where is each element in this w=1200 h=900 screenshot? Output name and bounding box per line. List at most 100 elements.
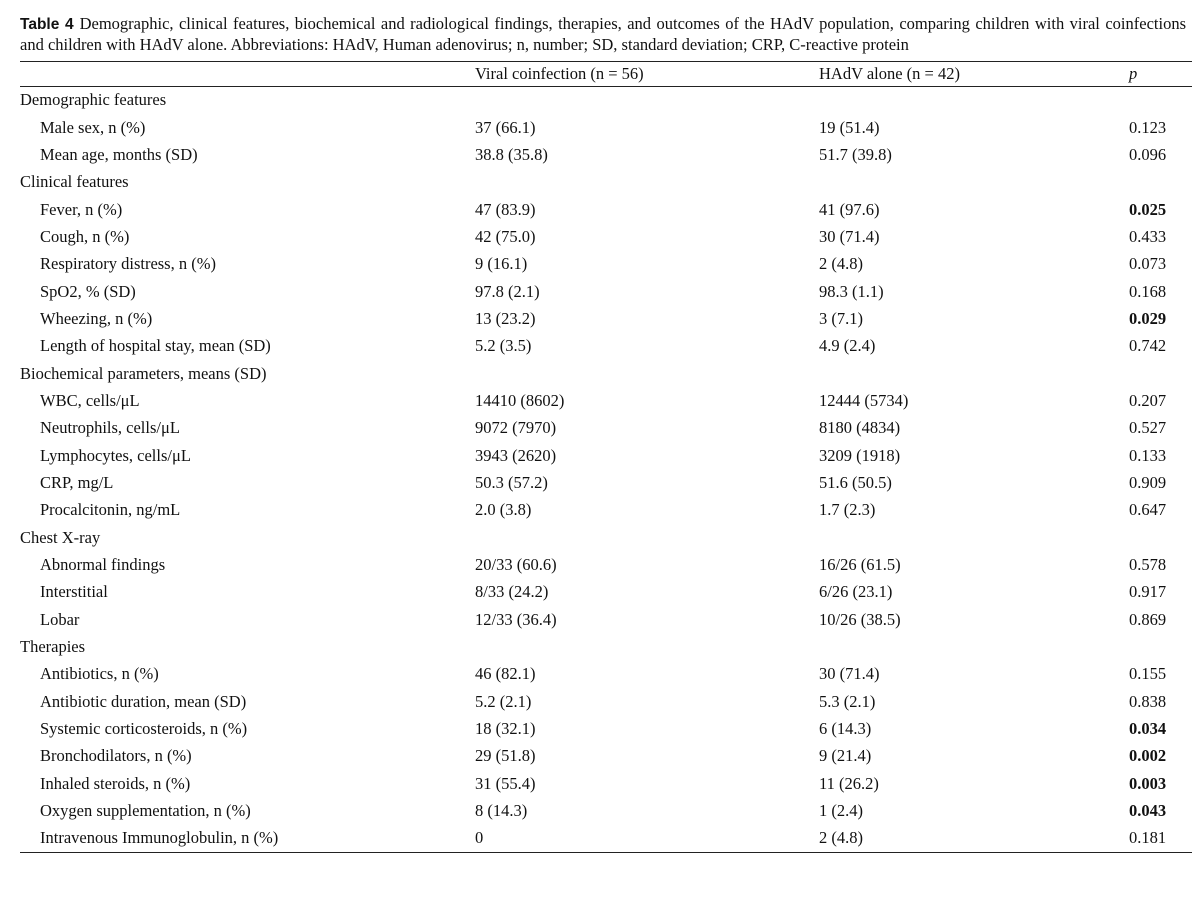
section-label: Demographic features [20,90,167,110]
viral-coinfection-cell: 2.0 (3.8) [475,500,532,520]
table-row: Inhaled steroids, n (%) 31 (55.4) 11 (26.2… [20,770,1192,797]
row-label-cell: CRP, mg/L [40,472,114,492]
table-row: WBC, cells/μL 14410 (8602) 12444 (5734) 0.2… [20,387,1192,414]
hadv-alone-cell: 6 (14.3) [819,719,872,739]
viral-coinfection-cell: 31 (55.4) [475,773,536,793]
hadv-alone-cell: 16/26 (61.5) [819,555,901,575]
viral-coinfection-cell: 42 (75.0) [475,226,536,246]
row-label-cell: Antibiotics, n (%) [40,664,159,684]
row-label-cell: Cough, n (%) [40,226,130,246]
hadv-alone-cell: 2 (4.8) [819,254,863,274]
table-row: Mean age, months (SD) 38.8 (35.8) 51.7 (39… [20,141,1192,168]
row-label-cell: Lobar [40,609,80,629]
p-value-cell: 0.096 [1129,144,1167,164]
table-row: Neutrophils, cells/μL 9072 (7970) 8180 (48… [20,415,1192,442]
hadv-alone-cell: 51.7 (39.8) [819,144,892,164]
table-row: Intravenous Immunoglobulin, n (%) 0 2 (4.8… [20,825,1192,853]
table-row: CRP, mg/L 50.3 (57.2) 51.6 (50.5) 0.909 [20,469,1192,496]
row-label-cell: Fever, n (%) [40,199,123,219]
hadv-alone-cell: 30 (71.4) [819,226,880,246]
table-caption: Table 4 Demographic, clinical features, b… [20,14,1190,55]
viral-coinfection-cell: 12/33 (36.4) [475,609,557,629]
hadv-alone-cell: 10/26 (38.5) [819,609,901,629]
table-row: Cough, n (%) 42 (75.0) 30 (71.4) 0.433 [20,223,1192,250]
viral-coinfection-cell: 8/33 (24.2) [475,582,549,602]
table-row: Procalcitonin, ng/mL 2.0 (3.8) 1.7 (2.3) 0.… [20,497,1192,524]
section-label: Clinical features [20,172,129,192]
hadv-alone-cell: 19 (51.4) [819,117,880,137]
hadv-alone-cell: 5.3 (2.1) [819,691,876,711]
table-row: Bronchodilators, n (%) 29 (51.8) 9 (21.4) 0… [20,743,1192,770]
table-row: Antibiotics, n (%) 46 (82.1) 30 (71.4) 0.15… [20,661,1192,688]
table-row: Lobar 12/33 (36.4) 10/26 (38.5) 0.869 [20,606,1192,633]
hadv-alone-cell: 30 (71.4) [819,664,880,684]
table-row: Length of hospital stay, mean (SD) 5.2 (3… [20,333,1192,360]
p-value-cell: 0.002 [1129,746,1167,766]
p-value-cell: 0.155 [1129,664,1167,684]
header-p-value: p [1129,64,1138,83]
p-value-cell: 0.073 [1129,254,1167,274]
row-label-cell: Wheezing, n (%) [40,308,153,328]
row-label-cell: Respiratory distress, n (%) [40,254,216,274]
viral-coinfection-cell: 0 [475,828,484,848]
header-viral-coinfection: Viral coinfection (n = 56) [475,64,644,83]
hadv-alone-cell: 12444 (5734) [819,390,909,410]
viral-coinfection-cell: 8 (14.3) [475,801,528,821]
table-row: Interstitial 8/33 (24.2) 6/26 (23.1) 0.917 [20,579,1192,606]
row-label-cell: Length of hospital stay, mean (SD) [40,336,271,356]
table-row: Antibiotic duration, mean (SD) 5.2 (2.1) 5… [20,688,1192,715]
hadv-alone-cell: 41 (97.6) [819,199,880,219]
p-value-cell: 0.029 [1129,308,1167,328]
hadv-alone-cell: 3209 (1918) [819,445,901,465]
section-row: Demographic features [20,87,1192,114]
section-row: Therapies [20,633,1192,660]
viral-coinfection-cell: 5.2 (2.1) [475,691,532,711]
table-row: Abnormal findings 20/33 (60.6) 16/26 (61.5… [20,551,1192,578]
section-label: Chest X-ray [20,527,101,547]
table-row: Respiratory distress, n (%) 9 (16.1) 2 (4.… [20,251,1192,278]
row-label-cell: Antibiotic duration, mean (SD) [40,691,247,711]
viral-coinfection-cell: 5.2 (3.5) [475,336,532,356]
table-row: Wheezing, n (%) 13 (23.2) 3 (7.1) 0.029 [20,305,1192,332]
hadv-alone-cell: 9 (21.4) [819,746,872,766]
header-variable [20,62,475,87]
table-body: Demographic features Male sex, n (%) 37 (6… [20,87,1192,853]
row-label-cell: Abnormal findings [40,555,166,575]
row-label-cell: Neutrophils, cells/μL [40,418,180,438]
p-value-cell: 0.838 [1129,691,1167,711]
p-value-cell: 0.168 [1129,281,1167,301]
p-value-cell: 0.043 [1129,801,1167,821]
viral-coinfection-cell: 20/33 (60.6) [475,555,557,575]
viral-coinfection-cell: 29 (51.8) [475,746,536,766]
table-row: Male sex, n (%) 37 (66.1) 19 (51.4) 0.123 [20,114,1192,141]
table-row: Lymphocytes, cells/μL 3943 (2620) 3209 (19… [20,442,1192,469]
row-label-cell: Inhaled steroids, n (%) [40,773,191,793]
hadv-alone-cell: 1.7 (2.3) [819,500,876,520]
hadv-alone-cell: 3 (7.1) [819,308,863,328]
row-label-cell: Lymphocytes, cells/μL [40,445,191,465]
p-value-cell: 0.133 [1129,445,1167,465]
hadv-alone-cell: 8180 (4834) [819,418,901,438]
p-value-cell: 0.578 [1129,555,1167,575]
table-header: Viral coinfection (n = 56) HAdV alone (n… [20,61,1192,87]
p-value-cell: 0.433 [1129,226,1167,246]
section-row: Biochemical parameters, means (SD) [20,360,1192,387]
table-caption-label: Table 4 [20,16,74,33]
hadv-alone-cell: 51.6 (50.5) [819,472,892,492]
p-value-cell: 0.025 [1129,199,1167,219]
row-label-cell: Interstitial [40,582,108,602]
table-row: Oxygen supplementation, n (%) 8 (14.3) 1 (… [20,797,1192,824]
hadv-alone-cell: 1 (2.4) [819,801,863,821]
p-value-cell: 0.034 [1129,719,1167,739]
viral-coinfection-cell: 47 (83.9) [475,199,536,219]
section-row: Chest X-ray [20,524,1192,551]
hadv-alone-cell: 98.3 (1.1) [819,281,884,301]
viral-coinfection-cell: 14410 (8602) [475,390,565,410]
hadv-alone-cell: 6/26 (23.1) [819,582,893,602]
p-value-cell: 0.869 [1129,609,1167,629]
row-label-cell: Mean age, months (SD) [40,144,198,164]
section-label: Therapies [20,637,86,657]
p-value-cell: 0.527 [1129,418,1167,438]
table-caption-text: Demographic, clinical features, biochemi… [20,14,1186,54]
hadv-alone-cell: 4.9 (2.4) [819,336,876,356]
